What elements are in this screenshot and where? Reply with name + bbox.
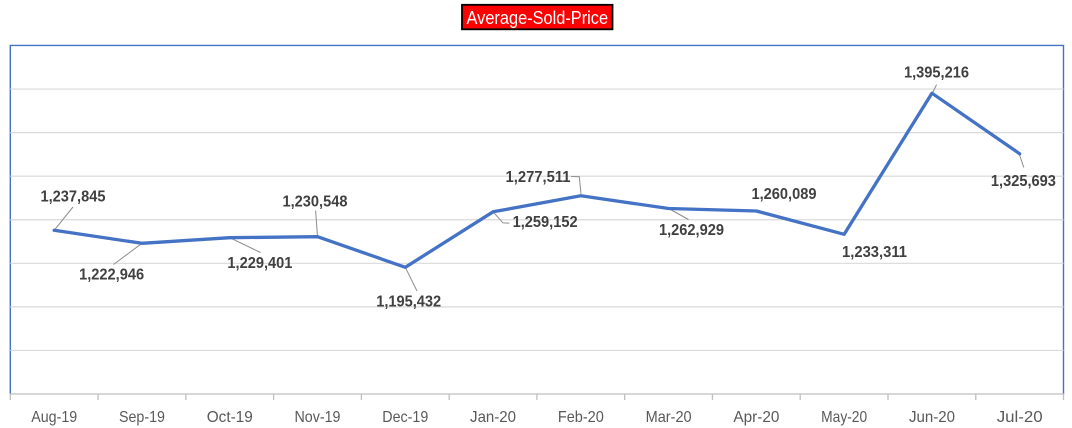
- svg-text:Aug-19: Aug-19: [31, 409, 77, 426]
- svg-text:1,237,845: 1,237,845: [41, 189, 106, 206]
- svg-text:1,233,311: 1,233,311: [842, 244, 907, 261]
- svg-text:Apr-20: Apr-20: [733, 409, 779, 426]
- svg-text:1,325,693: 1,325,693: [991, 173, 1056, 190]
- svg-text:May-20: May-20: [821, 409, 867, 426]
- svg-text:Average-Sold-Price: Average-Sold-Price: [467, 7, 609, 28]
- svg-text:Jun-20: Jun-20: [909, 409, 955, 426]
- svg-text:Oct-19: Oct-19: [207, 409, 253, 426]
- svg-text:1,395,216: 1,395,216: [904, 64, 969, 81]
- svg-text:1,195,432: 1,195,432: [376, 293, 441, 310]
- svg-text:Dec-19: Dec-19: [382, 409, 428, 426]
- svg-text:Feb-20: Feb-20: [558, 409, 604, 426]
- svg-text:Sep-19: Sep-19: [119, 409, 165, 426]
- svg-text:1,229,401: 1,229,401: [227, 255, 292, 272]
- svg-text:1,262,929: 1,262,929: [659, 222, 724, 239]
- svg-text:1,222,946: 1,222,946: [79, 267, 144, 284]
- svg-text:1,277,511: 1,277,511: [506, 169, 571, 186]
- svg-text:Jul-20: Jul-20: [997, 409, 1043, 426]
- svg-text:Jan-20: Jan-20: [470, 409, 516, 426]
- svg-text:Nov-19: Nov-19: [295, 409, 341, 426]
- svg-text:1,230,548: 1,230,548: [283, 193, 348, 210]
- svg-text:1,260,089: 1,260,089: [752, 186, 817, 203]
- svg-text:Mar-20: Mar-20: [646, 409, 692, 426]
- svg-text:1,259,152: 1,259,152: [513, 214, 578, 231]
